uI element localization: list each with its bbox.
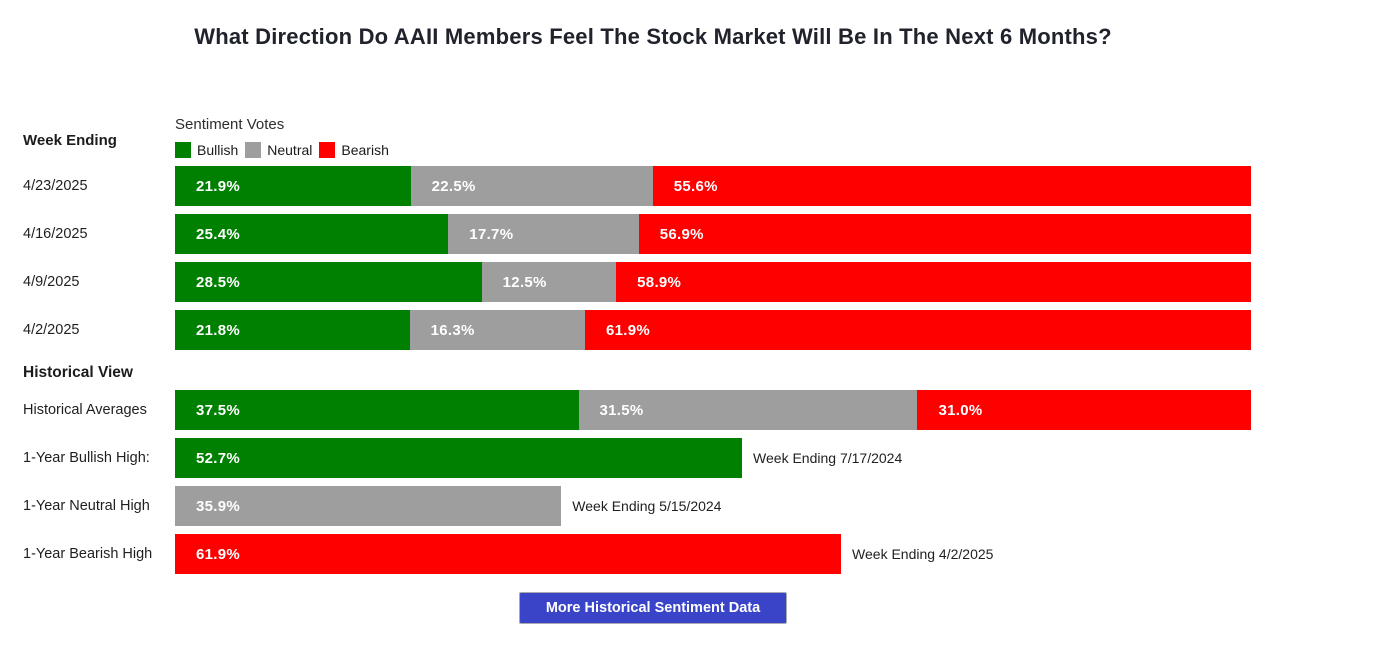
bearish-segment: 61.9% [584, 310, 1251, 350]
neutral-high-row: 1-Year Neutral High 35.9% Week Ending 5/… [0, 486, 1306, 526]
stacked-bar: 28.5% 12.5% 58.9% [175, 262, 1251, 302]
segment-value: 25.4% [196, 225, 241, 243]
week-ending-axis-label: Week Ending [23, 132, 117, 149]
weekly-sentiment-row: 4/9/2025 28.5% 12.5% 58.9% [0, 262, 1306, 302]
cta-row: More Historical Sentiment Data [0, 592, 1306, 624]
segment-value: 21.8% [196, 321, 241, 339]
segment-value: 61.9% [196, 545, 241, 563]
neutral-swatch-icon [245, 142, 262, 158]
segment-value: 28.5% [196, 273, 241, 291]
segment-value: 21.9% [196, 177, 241, 195]
segment-value: 55.6% [673, 177, 718, 195]
bullish-swatch-icon [175, 142, 191, 158]
segment-value: 16.3% [430, 321, 475, 339]
row-label: 1-Year Bearish High [23, 546, 153, 562]
segment-value: 61.9% [605, 321, 650, 339]
page-title: What Direction Do AAII Members Feel The … [194, 24, 1112, 49]
segment-value: 52.7% [196, 449, 241, 467]
neutral-segment: 35.9% [175, 486, 562, 526]
bearish-segment: 31.0% [917, 390, 1251, 430]
single-bar: 52.7% Week Ending 7/17/2024 [175, 438, 1251, 478]
legend: Sentiment Votes Bullish Neutral Bearish [175, 116, 396, 158]
week-label: 4/2/2025 [23, 322, 80, 338]
bullish-segment: 52.7% [175, 438, 743, 478]
bearish-segment: 56.9% [638, 214, 1251, 254]
bar-annotation: Week Ending 5/15/2024 [572, 498, 722, 514]
neutral-segment: 16.3% [409, 310, 585, 350]
legend-item-label: Bearish [341, 142, 389, 158]
neutral-segment: 22.5% [410, 166, 653, 206]
single-bar: 61.9% Week Ending 4/2/2025 [175, 534, 1251, 574]
bearish-high-row: 1-Year Bearish High 61.9% Week Ending 4/… [0, 534, 1306, 574]
weekly-sentiment-row: 4/2/2025 21.8% 16.3% 61.9% [0, 310, 1306, 350]
neutral-segment: 12.5% [481, 262, 617, 302]
stacked-bar: 21.9% 22.5% 55.6% [175, 166, 1251, 206]
legend-items: Bullish Neutral Bearish [175, 142, 396, 158]
bearish-segment: 55.6% [652, 166, 1251, 206]
legend-item-bearish[interactable]: Bearish [319, 142, 389, 158]
chart-header: Week Ending Sentiment Votes Bullish Neut… [0, 116, 1306, 158]
row-label: 1-Year Neutral High [23, 498, 150, 514]
bullish-segment: 21.8% [175, 310, 410, 350]
bullish-segment: 21.9% [175, 166, 411, 206]
legend-item-label: Bullish [197, 142, 239, 158]
more-historical-data-button[interactable]: More Historical Sentiment Data [518, 592, 788, 624]
legend-item-neutral[interactable]: Neutral [245, 142, 312, 158]
segment-value: 35.9% [196, 497, 241, 515]
stacked-bar: 25.4% 17.7% 56.9% [175, 214, 1251, 254]
segment-value: 17.7% [469, 225, 514, 243]
week-label: 4/23/2025 [23, 178, 88, 194]
historical-view-heading: Historical View [23, 364, 133, 381]
legend-title: Sentiment Votes [175, 116, 285, 133]
segment-value: 22.5% [431, 177, 476, 195]
row-label: Historical Averages [23, 402, 147, 418]
bullish-high-row: 1-Year Bullish High: 52.7% Week Ending 7… [0, 438, 1306, 478]
bearish-segment: 58.9% [616, 262, 1251, 302]
stacked-bar: 37.5% 31.5% 31.0% [175, 390, 1251, 430]
single-bar: 35.9% Week Ending 5/15/2024 [175, 486, 1251, 526]
weekly-sentiment-row: 4/23/2025 21.9% 22.5% 55.6% [0, 166, 1306, 206]
segment-value: 37.5% [196, 401, 241, 419]
neutral-segment: 17.7% [448, 214, 639, 254]
historical-averages-row: Historical Averages 37.5% 31.5% 31.0% [0, 390, 1306, 430]
bearish-segment: 61.9% [175, 534, 842, 574]
bullish-segment: 28.5% [175, 262, 482, 302]
segment-value: 31.5% [599, 401, 644, 419]
legend-item-label: Neutral [267, 142, 313, 158]
bullish-segment: 25.4% [175, 214, 449, 254]
segment-value: 58.9% [637, 273, 682, 291]
row-label: 1-Year Bullish High: [23, 450, 150, 466]
stacked-bar: 21.8% 16.3% 61.9% [175, 310, 1251, 350]
segment-value: 56.9% [659, 225, 704, 243]
bearish-swatch-icon [319, 142, 336, 158]
bullish-segment: 37.5% [175, 390, 579, 430]
sentiment-survey-chart: What Direction Do AAII Members Feel The … [0, 24, 1306, 624]
week-label: 4/16/2025 [23, 226, 88, 242]
neutral-segment: 31.5% [578, 390, 918, 430]
segment-value: 31.0% [938, 401, 983, 419]
legend-item-bullish[interactable]: Bullish [175, 142, 238, 158]
segment-value: 12.5% [502, 273, 547, 291]
bar-annotation: Week Ending 7/17/2024 [753, 450, 903, 466]
weekly-sentiment-row: 4/16/2025 25.4% 17.7% 56.9% [0, 214, 1306, 254]
week-label: 4/9/2025 [23, 274, 80, 290]
bar-annotation: Week Ending 4/2/2025 [852, 546, 994, 562]
